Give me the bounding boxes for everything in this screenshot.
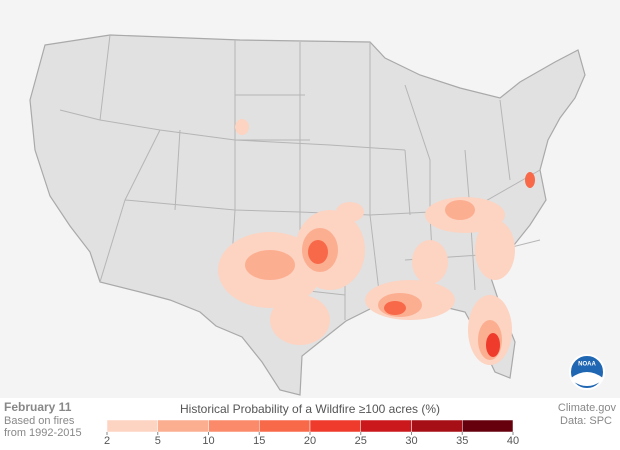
- legend-tick-label: 15: [253, 435, 265, 447]
- legend-swatch: [309, 419, 361, 433]
- credit: Climate.gov: [558, 402, 617, 414]
- legend-swatch: [360, 419, 412, 433]
- legend-tick-label: 25: [355, 435, 367, 447]
- legend-swatch: [259, 419, 311, 433]
- legend-tick-label: 40: [507, 435, 519, 447]
- legend-tick-label: 5: [155, 435, 161, 447]
- noaa-logo: NOAA: [569, 354, 605, 390]
- legend-swatch: [157, 419, 209, 433]
- note-line: Based on fires: [4, 415, 75, 427]
- legend-tick-label: 35: [456, 435, 468, 447]
- legend-tick-label: 2: [104, 435, 110, 447]
- note-line: from 1992-2015: [4, 427, 82, 439]
- colorbar: 2 5 10 15 20 25 30 35 40: [104, 419, 519, 447]
- legend-swatch: [462, 419, 514, 433]
- credit: Data: SPC: [560, 415, 612, 427]
- legend-title: Historical Probability of a Wildfire ≥10…: [180, 402, 440, 416]
- logo-text: NOAA: [578, 362, 596, 368]
- legend-swatch: [411, 419, 463, 433]
- probability-areas: [218, 119, 535, 365]
- legend-swatch: [208, 419, 260, 433]
- legend-swatch: [106, 419, 158, 433]
- date-label: February 11: [4, 400, 72, 414]
- legend-tick-label: 20: [304, 435, 316, 447]
- legend-tick-label: 10: [202, 435, 214, 447]
- legend-tick-label: 30: [405, 435, 417, 447]
